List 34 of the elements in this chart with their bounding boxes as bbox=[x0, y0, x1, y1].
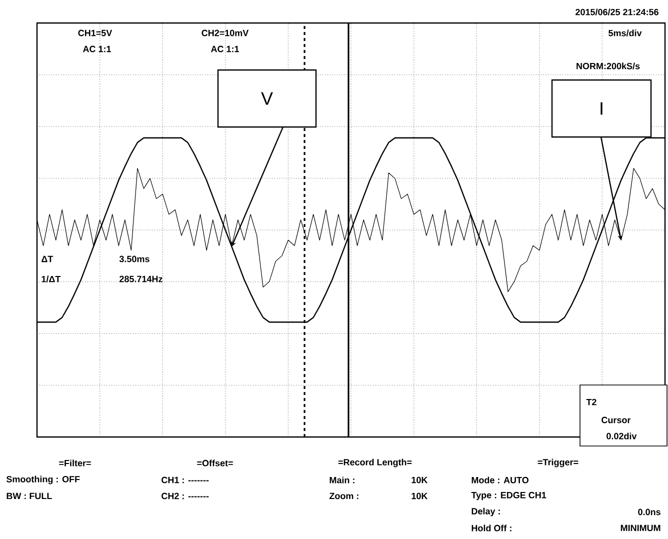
text: 0.02div bbox=[606, 432, 637, 440]
text: T2 bbox=[586, 398, 596, 406]
text: CH1=5V bbox=[78, 30, 112, 36]
text: I bbox=[600, 102, 602, 115]
text: Smoothing : OFF bbox=[6, 476, 80, 484]
text: =Record Length= bbox=[338, 458, 412, 468]
text: Zoom : bbox=[329, 492, 358, 500]
text: CH1 : ------- bbox=[162, 476, 209, 484]
text: 0.0ns bbox=[638, 508, 660, 516]
text: AC 1:1 bbox=[210, 46, 239, 52]
text: Type : EDGE CH1 bbox=[471, 492, 546, 500]
text: CH2=10mV bbox=[202, 30, 249, 36]
text: V bbox=[261, 92, 273, 105]
text: Main : bbox=[330, 476, 354, 484]
text: 10K bbox=[412, 492, 428, 500]
text: =Filter= bbox=[59, 460, 91, 466]
annotation: 1/ΔT bbox=[42, 276, 61, 282]
annotation: 3.50ms bbox=[119, 256, 150, 262]
text: Mode : AUTO bbox=[472, 476, 528, 484]
text: CH2 : ------- bbox=[162, 492, 209, 500]
text: =Trigger= bbox=[538, 458, 578, 468]
text: 10K bbox=[412, 476, 428, 484]
annotation: 285.714Hz bbox=[120, 276, 162, 282]
text: AC 1:1 bbox=[82, 46, 111, 52]
text: 2015/06/25 21:24:56 bbox=[576, 8, 658, 16]
text: Hold Off : bbox=[472, 524, 512, 532]
text: Cursor bbox=[602, 416, 631, 424]
text: Delay : bbox=[472, 508, 500, 516]
text: NORM:200kS/s bbox=[576, 62, 640, 70]
text: 5ms/div bbox=[608, 30, 642, 36]
text: MINIMUM bbox=[620, 524, 660, 532]
text: =Offset= bbox=[197, 460, 233, 466]
text: BW : FULL bbox=[6, 492, 52, 500]
annotation: ΔT bbox=[42, 256, 54, 262]
